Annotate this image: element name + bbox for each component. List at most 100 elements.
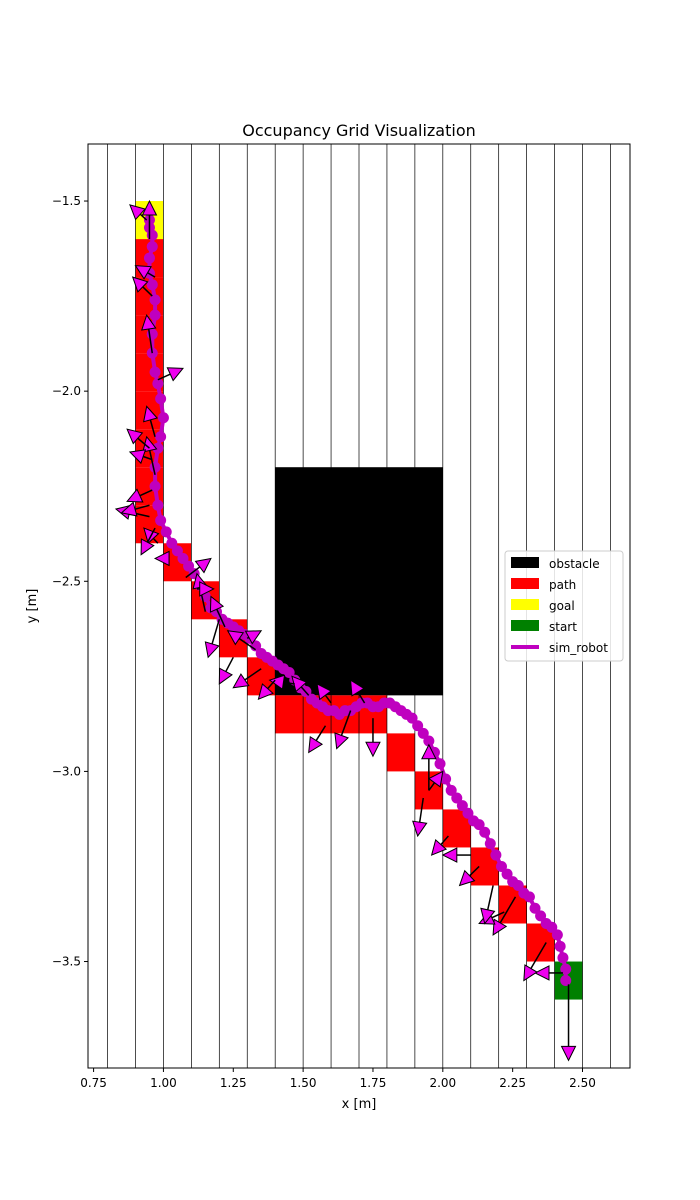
heading-arrow-head (120, 501, 138, 517)
trajectory-point (412, 720, 424, 732)
heading-arrow (430, 835, 449, 856)
heading-arrow (365, 718, 381, 758)
heading-arrow-head (232, 673, 250, 689)
trajectory-point (518, 887, 530, 899)
heading-arrow (128, 449, 153, 465)
trajectory-point (155, 514, 167, 526)
trajectory-point (152, 499, 164, 511)
heading-arrow-head (257, 683, 274, 700)
legend-label: sim_robot (549, 641, 608, 655)
heading-arrow (316, 683, 332, 704)
trajectory-point (306, 693, 318, 705)
heading-arrow (142, 405, 159, 437)
heading-arrow-head (350, 679, 365, 697)
heading-arrow-shaft (142, 455, 153, 461)
trajectory-point (155, 393, 167, 405)
heading-arrow (204, 619, 221, 659)
x-tick-label: 1.50 (290, 1076, 317, 1090)
heading-arrow-head (194, 557, 212, 574)
trajectory-point (484, 838, 496, 850)
heading-arrow (268, 674, 295, 691)
heading-arrow (185, 557, 212, 579)
heading-arrow-head (412, 820, 428, 838)
heading-arrow-head (244, 630, 263, 645)
heading-arrow-head (480, 907, 496, 925)
heading-arrow-head (134, 265, 152, 280)
heading-arrow (134, 265, 156, 280)
trajectory-point (456, 800, 468, 812)
heading-arrow-shaft (530, 942, 547, 969)
trajectory-point (166, 537, 178, 549)
heading-arrow-shaft (440, 835, 449, 846)
trajectory-layer (143, 214, 572, 987)
heading-arrow (244, 630, 263, 645)
heading-arrow-shaft (147, 328, 153, 354)
heading-arrow-head (365, 741, 381, 758)
heading-arrow-shaft (315, 725, 327, 741)
trajectory-point (157, 412, 169, 424)
heading-arrow-shaft (157, 373, 171, 381)
heading-arrow-head (421, 743, 437, 760)
x-tick-label: 2.50 (569, 1076, 596, 1090)
heading-arrow (126, 428, 150, 449)
heading-arrow-shaft (491, 911, 505, 919)
trajectory-point (155, 431, 167, 443)
chart-title: Occupancy Grid Visualization (242, 121, 476, 140)
legend-swatch (511, 620, 539, 631)
heading-arrow-head (560, 1045, 577, 1062)
heading-arrow (308, 725, 327, 754)
heading-arrow (218, 656, 234, 685)
legend: obstacle path goal start sim_robot (504, 550, 624, 662)
heading-arrow-head (308, 735, 324, 754)
heading-arrow (421, 743, 437, 791)
trajectory-point (557, 952, 569, 964)
heading-arrow-head (199, 581, 215, 597)
heading-arrow-shaft (283, 681, 295, 685)
heading-arrow (480, 885, 496, 925)
heading-arrow-shaft (216, 608, 226, 628)
heading-arrow-shaft (139, 489, 153, 497)
heading-arrow-head (427, 770, 444, 788)
heading-arrow-shaft (137, 437, 150, 449)
heading-arrow-head (126, 488, 144, 503)
heading-arrow (226, 630, 257, 651)
trajectory-point (540, 918, 552, 930)
plot-frame (87, 143, 631, 1069)
path-cell (275, 695, 304, 734)
heading-arrow-shaft (487, 885, 494, 910)
heading-arrow (427, 770, 444, 791)
heading-arrow (153, 550, 170, 567)
trajectory-point (560, 963, 572, 975)
heading-arrow (257, 679, 276, 700)
trajectory-point (146, 241, 158, 253)
trajectory-point (149, 461, 161, 473)
heading-arrow (350, 679, 366, 704)
trajectory-point (160, 526, 172, 538)
legend-swatch (511, 557, 539, 568)
trajectory-point (462, 807, 474, 819)
heading-arrow-shaft (134, 504, 150, 510)
legend-swatch (511, 578, 539, 589)
x-axis-ticks: 0.75 1.00 1.25 1.50 1.75 2.00 2.25 2.50 (80, 1068, 596, 1090)
heading-arrow-shaft (148, 450, 156, 475)
heading-arrow (196, 581, 215, 597)
heading-arrow-shaft (244, 668, 262, 681)
trajectory-point (501, 868, 513, 880)
heading-arrow (232, 668, 262, 689)
heading-arrow-shaft (418, 797, 424, 823)
heading-arrow-head (142, 405, 159, 423)
y-tick-label: −3.5 (52, 955, 81, 969)
heading-arrow (120, 501, 150, 517)
heading-arrow (209, 595, 226, 628)
heading-arrow (334, 710, 352, 750)
trajectory-point (440, 773, 452, 785)
heading-arrow-head (131, 276, 149, 293)
y-tick-label: −2.5 (52, 574, 81, 588)
heading-arrow-shaft (300, 686, 310, 696)
heading-arrow (129, 204, 148, 221)
heading-arrow-shaft (469, 865, 480, 877)
trajectory-point (255, 648, 267, 660)
heading-arrow-shaft (340, 710, 352, 736)
heading-arrow-head (209, 595, 225, 613)
